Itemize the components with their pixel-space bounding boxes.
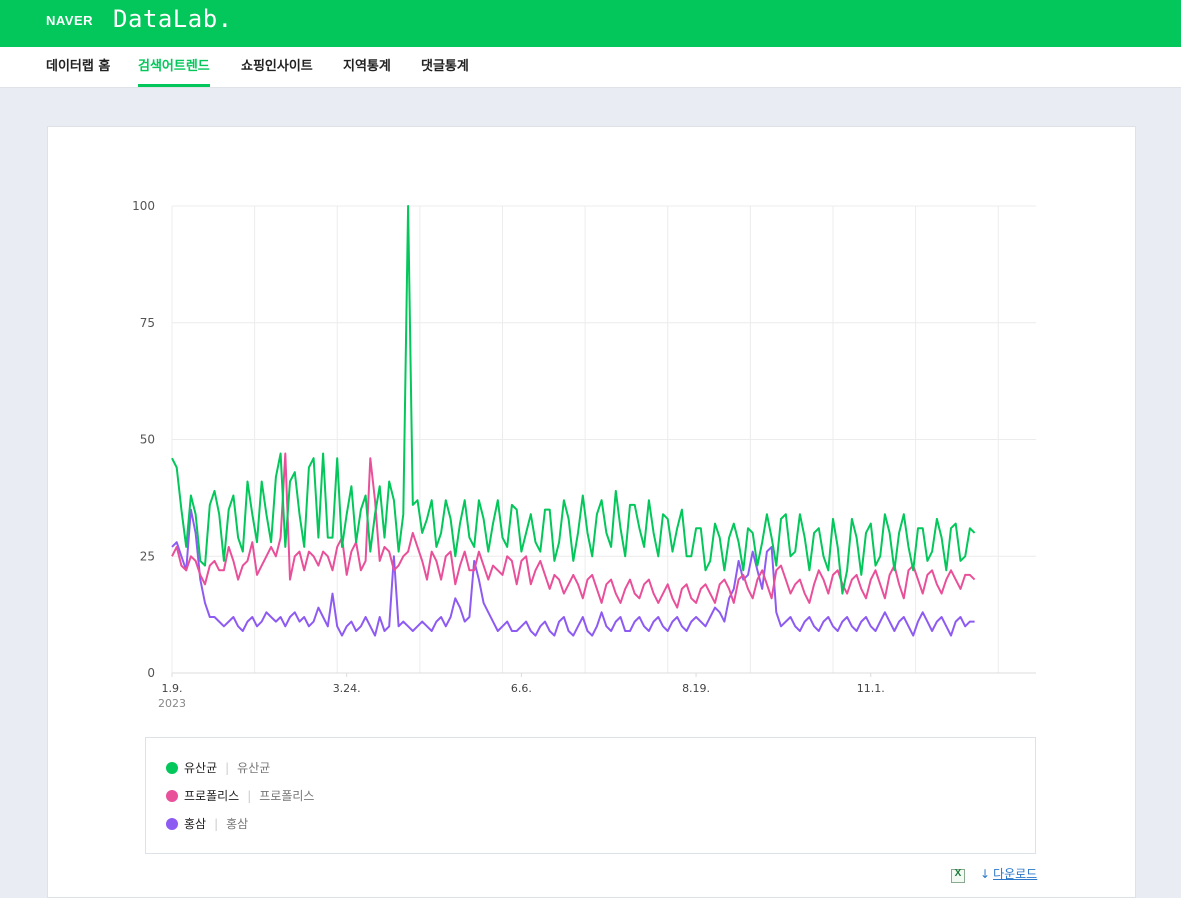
legend-separator: | (214, 817, 219, 831)
datalab-logo[interactable]: DataLab. (113, 5, 233, 33)
y-tick-label: 0 (147, 666, 155, 680)
x-tick-label: 8.19. (682, 682, 710, 695)
legend-dot-icon (166, 817, 178, 830)
x-tick-label: 11.1. (857, 682, 885, 695)
chart-legend: 유산균 | 유산균 프로폴리스 | 프로폴리스 홍삼 | 홍삼 (145, 737, 1036, 854)
nav-item-datalab-home[interactable]: 데이터랩 홈 (46, 59, 111, 74)
x-year-label: 2023 (158, 697, 186, 710)
y-tick-label: 25 (140, 549, 155, 563)
legend-item-red-ginseng[interactable]: 홍삼 | 홍삼 (166, 814, 248, 834)
y-tick-label: 75 (140, 316, 155, 330)
nav-item-search-trend[interactable]: 검색어트렌드 (138, 47, 210, 87)
naver-logo[interactable]: NAVER (46, 13, 94, 28)
legend-item-keywords: 프로폴리스 (259, 789, 315, 803)
x-tick-label: 3.24. (333, 682, 361, 695)
legend-item-name: 유산균 (184, 761, 218, 775)
legend-item-name: 프로폴리스 (184, 789, 240, 803)
y-tick-label: 50 (140, 433, 155, 447)
legend-item-name: 홍삼 (184, 817, 207, 831)
x-tick-label: 1.9. (162, 682, 183, 695)
top-header-bar: NAVER DataLab. (0, 0, 1181, 47)
legend-item-keywords: 유산균 (237, 761, 271, 775)
main-nav: 데이터랩 홈 검색어트렌드 쇼핑인사이트 지역통계 댓글통계 (0, 47, 1181, 88)
y-tick-label: 100 (132, 199, 155, 213)
series-line-probiotics (171, 205, 976, 595)
download-label: 다운로드 (993, 867, 1038, 881)
legend-separator: | (247, 789, 252, 803)
legend-item-keywords: 홍삼 (226, 817, 249, 831)
trend-result-card: 0 25 50 75 100 1.9. 3.24. 6.6. 8.19. 11.1. 2023 유산… (47, 126, 1136, 898)
legend-dot-icon (166, 789, 178, 802)
legend-separator: | (225, 761, 230, 775)
legend-item-propolis[interactable]: 프로폴리스 | 프로폴리스 (166, 786, 314, 806)
excel-icon[interactable]: X (951, 868, 965, 883)
legend-item-probiotics[interactable]: 유산균 | 유산균 (166, 758, 270, 778)
trend-line-chart: 0 25 50 75 100 1.9. 3.24. 6.6. 8.19. 11.1. 2023 (132, 199, 1036, 710)
x-tick-label: 6.6. (511, 682, 532, 695)
download-arrow-icon: ↓ (980, 867, 991, 881)
nav-item-regional-stats[interactable]: 지역통계 (343, 59, 391, 74)
legend-dot-icon (166, 761, 178, 774)
series-line-red-ginseng (171, 508, 975, 637)
nav-item-comment-stats[interactable]: 댓글통계 (421, 59, 469, 74)
nav-item-shopping-insight[interactable]: 쇼핑인사이트 (241, 59, 313, 74)
download-button[interactable]: ↓ 다운로드 (980, 865, 1037, 882)
